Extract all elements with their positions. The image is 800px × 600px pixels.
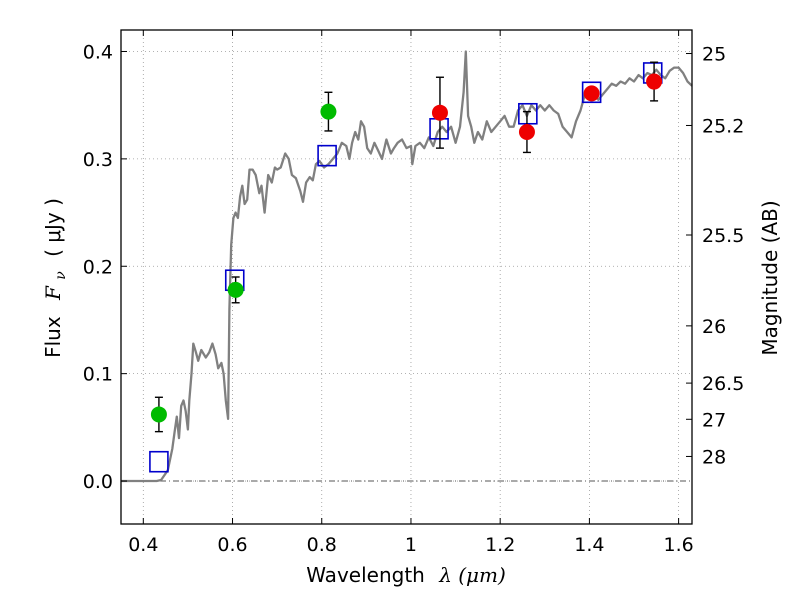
y-tick-label: 0.2 [83,256,113,278]
y-axis-label-unit: ( μJy ) [41,198,65,257]
y-axis-label-text: Flux [41,316,65,358]
right-axis-label: Magnitude (AB) [758,200,782,355]
x-tick-label: 1.4 [574,534,604,556]
x-tick-label: 1 [405,534,417,556]
x-axis-label: Wavelength λ (μm) [306,563,506,587]
ticks: 0.4 0.6 0.8 1 1.2 1.4 1.6 0.0 0.1 0.2 0.3 0.4 25 25.2… [83,30,744,556]
model-flux-square [317,144,337,167]
x-tick-label: 0.6 [217,534,247,556]
x-tick-label: 1.6 [664,534,694,556]
y-tick-label: 0.3 [83,149,113,171]
right-tick-label: 26 [702,316,726,338]
plot-frame [120,29,693,525]
right-tick-label: 27 [702,409,726,431]
y-tick-label: 0.4 [83,41,113,63]
y-axis-label: Flux F ν ( μJy ) [41,198,70,358]
observed-flux-point [320,103,337,120]
observed-flux-point [431,104,448,121]
right-tick-label: 25.5 [702,225,744,247]
observed-flux-point [227,281,244,298]
plot-area [121,50,693,483]
x-axis-label-math: λ (μm) [438,563,506,587]
observed-flux-point [518,124,535,141]
x-tick-label: 0.4 [128,534,158,556]
model-flux-square [518,102,538,125]
right-tick-label: 25 [702,44,726,66]
y-axis-label-sub: ν [53,271,69,280]
right-tick-label: 26.5 [702,373,744,395]
right-tick-label: 25.2 [702,115,744,137]
model-flux-square [581,81,602,104]
x-tick-label: 1.2 [485,534,515,556]
right-tick-label: 28 [702,446,726,468]
y-axis-label-math: F [41,285,65,301]
x-tick-label: 0.8 [307,534,337,556]
y-tick-label: 0.0 [83,471,113,493]
model-spectrum-line [121,50,693,483]
y-tick-label: 0.1 [83,364,113,386]
observed-flux-point [583,85,600,102]
x-axis-label-text: Wavelength [306,563,425,587]
observed-flux-point [150,406,167,423]
grid [121,30,692,524]
model-flux-square [149,450,169,473]
observed-flux-point [646,73,663,90]
